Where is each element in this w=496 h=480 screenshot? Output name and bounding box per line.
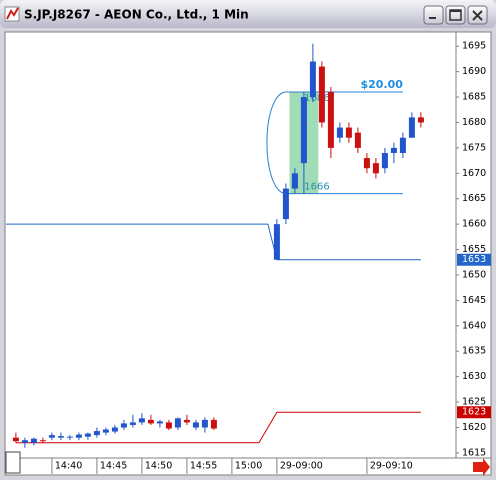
candle-body [327,91,334,148]
last-value-box [457,253,491,266]
app-icon [4,6,20,22]
candle-body [354,132,361,148]
x-tick-label: 15:00 [235,461,262,472]
y-tick-label: 1685 [462,92,486,103]
y-tick-label: 1675 [462,142,486,153]
y-tick-label: 1670 [462,168,486,179]
candle-body [399,137,406,153]
candle-body [39,440,46,442]
indicator-line [15,411,421,444]
candle-body [30,438,37,443]
indicator-line [6,223,421,261]
candle-body [192,422,199,428]
candle-body [345,127,352,138]
last-value-label: 1653 [462,254,486,265]
scroll-box[interactable] [5,451,21,474]
x-tick-label: 14:50 [145,461,172,472]
candle-body [408,117,415,138]
scroll-right-arrow[interactable] [473,458,490,476]
candle-body [165,422,172,429]
y-tick-label: 1630 [462,371,486,382]
candle-body [48,435,55,438]
y-tick-label: 1650 [462,269,486,280]
range-top-label: 1686 [304,93,329,104]
candle-body [93,431,100,436]
x-tick-label: 14:45 [100,461,127,472]
last-value-label: 1623 [462,407,486,418]
candle-body [120,423,127,428]
y-tick-label: 1680 [462,117,486,128]
y-tick-label: 1635 [462,346,486,357]
candle-body [111,427,118,432]
y-tick-label: 1695 [462,41,486,52]
candle-body [309,61,316,98]
y-tick-label: 1620 [462,422,486,433]
title-bar [0,0,496,28]
candle-body [21,440,28,443]
candle-body [183,419,190,423]
candle-body [300,97,307,164]
y-tick-label: 1645 [462,295,486,306]
window-title: S.JP.J8267 - AEON Co., Ltd., 1 Min [24,8,249,22]
y-tick-label: 1615 [462,447,486,458]
y-tick-label: 1665 [462,193,486,204]
candle-body [390,147,397,153]
close-button[interactable] [467,5,488,25]
x-tick-label: 29-09:10 [370,461,413,472]
candle-body [381,152,388,169]
candle-body [372,163,379,174]
candle-body [75,434,82,438]
candle-body [318,66,325,123]
candle-body [291,173,298,189]
candle-body [174,418,181,428]
candle-body [102,429,109,433]
candle-body [336,127,343,138]
candle-body [129,422,136,425]
candle-body [12,437,19,442]
y-tick-label: 1690 [462,66,486,77]
candle-body [210,419,217,429]
range-size-label: $20.00 [360,78,403,91]
range-bottom-label: 1666 [304,182,329,193]
y-tick-label: 1625 [462,397,486,408]
candle-body [417,117,424,123]
candle-body [273,224,280,260]
candle-body [57,436,64,438]
candle-body [66,436,73,438]
x-tick-label: 14:40 [55,461,82,472]
candle-body [147,419,154,424]
candle-body [156,421,163,424]
x-tick-label: 14:55 [190,461,217,472]
y-tick-label: 1660 [462,219,486,230]
minimize-button[interactable] [423,5,444,25]
plot-area: 1615 1620 1625 1630 1635 1640 1645 1650 1655 1660… [6,41,491,474]
x-tick-label: 29-09:00 [280,461,323,472]
candle-body [282,188,289,220]
y-tick-label: 1640 [462,320,486,331]
y-tick-label: 1655 [462,244,486,255]
chart-frame [4,31,492,476]
candle-body [84,433,91,437]
candle-body [363,158,370,169]
candle-body [138,418,145,423]
last-value-box [457,406,491,419]
candle-body [201,419,208,428]
range-bracket [266,91,286,195]
maximize-button[interactable] [445,5,466,25]
